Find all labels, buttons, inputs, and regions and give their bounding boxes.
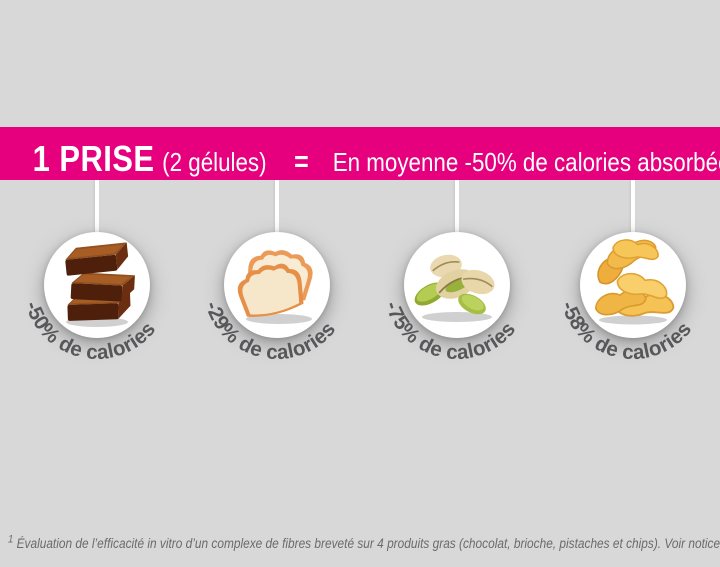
claim-text-body: En moyenne -50% de calories absorbées <box>332 147 720 177</box>
footnote-marker: 1 <box>8 533 14 546</box>
connector-line <box>95 180 99 233</box>
claim-banner-content: 1 PRISE (2 gélules) = En moyenne -50% de… <box>0 127 720 180</box>
svg-text:-75% de calories: -75% de calories <box>381 299 521 365</box>
calorie-label-arc: -58% de calories <box>557 299 697 365</box>
food-circle-chocolate <box>44 232 150 338</box>
footnote-text: Évaluation de l’efficacité in vitro d’un… <box>16 536 720 551</box>
food-circle-brioche <box>224 232 330 338</box>
brioche-image <box>233 245 316 324</box>
food-item-chips: -58% de calories <box>523 180 720 390</box>
equals-sign: = <box>294 146 309 178</box>
svg-text:-58% de calories: -58% de calories <box>557 299 697 365</box>
claim-banner: 1 PRISE (2 gélules) = En moyenne -50% de… <box>0 127 720 180</box>
calorie-label: -75% de calories <box>381 299 520 365</box>
calorie-label-arc: -29% de calories <box>201 299 341 365</box>
chips-image <box>590 235 676 325</box>
calorie-label: -58% de calories <box>557 299 696 365</box>
calorie-label: -29% de calories <box>201 299 340 365</box>
pistachios-image <box>414 254 495 322</box>
calorie-label: -50% de calories <box>21 299 160 365</box>
connector-line <box>631 180 635 233</box>
calorie-label-arc: -50% de calories <box>21 299 161 365</box>
chocolate-image <box>64 242 135 327</box>
claim-text: En moyenne -50% de calories absorbées1 <box>333 147 720 178</box>
svg-text:-29% de calories: -29% de calories <box>201 299 341 365</box>
dose-label: 1 PRISE <box>32 138 155 179</box>
svg-text:-50% de calories: -50% de calories <box>21 299 161 365</box>
food-item-chocolate: -50% de calories <box>0 180 207 390</box>
food-item-brioche: -29% de calories <box>167 180 387 390</box>
food-circle-chips <box>580 232 686 338</box>
connector-line <box>275 180 279 233</box>
food-item-pistachios: -75% de calories <box>347 180 567 390</box>
food-circle-pistachios <box>404 232 510 338</box>
footnote: 1 Évaluation de l’efficacité in vitro d’… <box>8 533 720 551</box>
connector-line <box>455 180 459 233</box>
calorie-label-arc: -75% de calories <box>381 299 521 365</box>
dose-detail: (2 gélules) <box>162 147 267 177</box>
